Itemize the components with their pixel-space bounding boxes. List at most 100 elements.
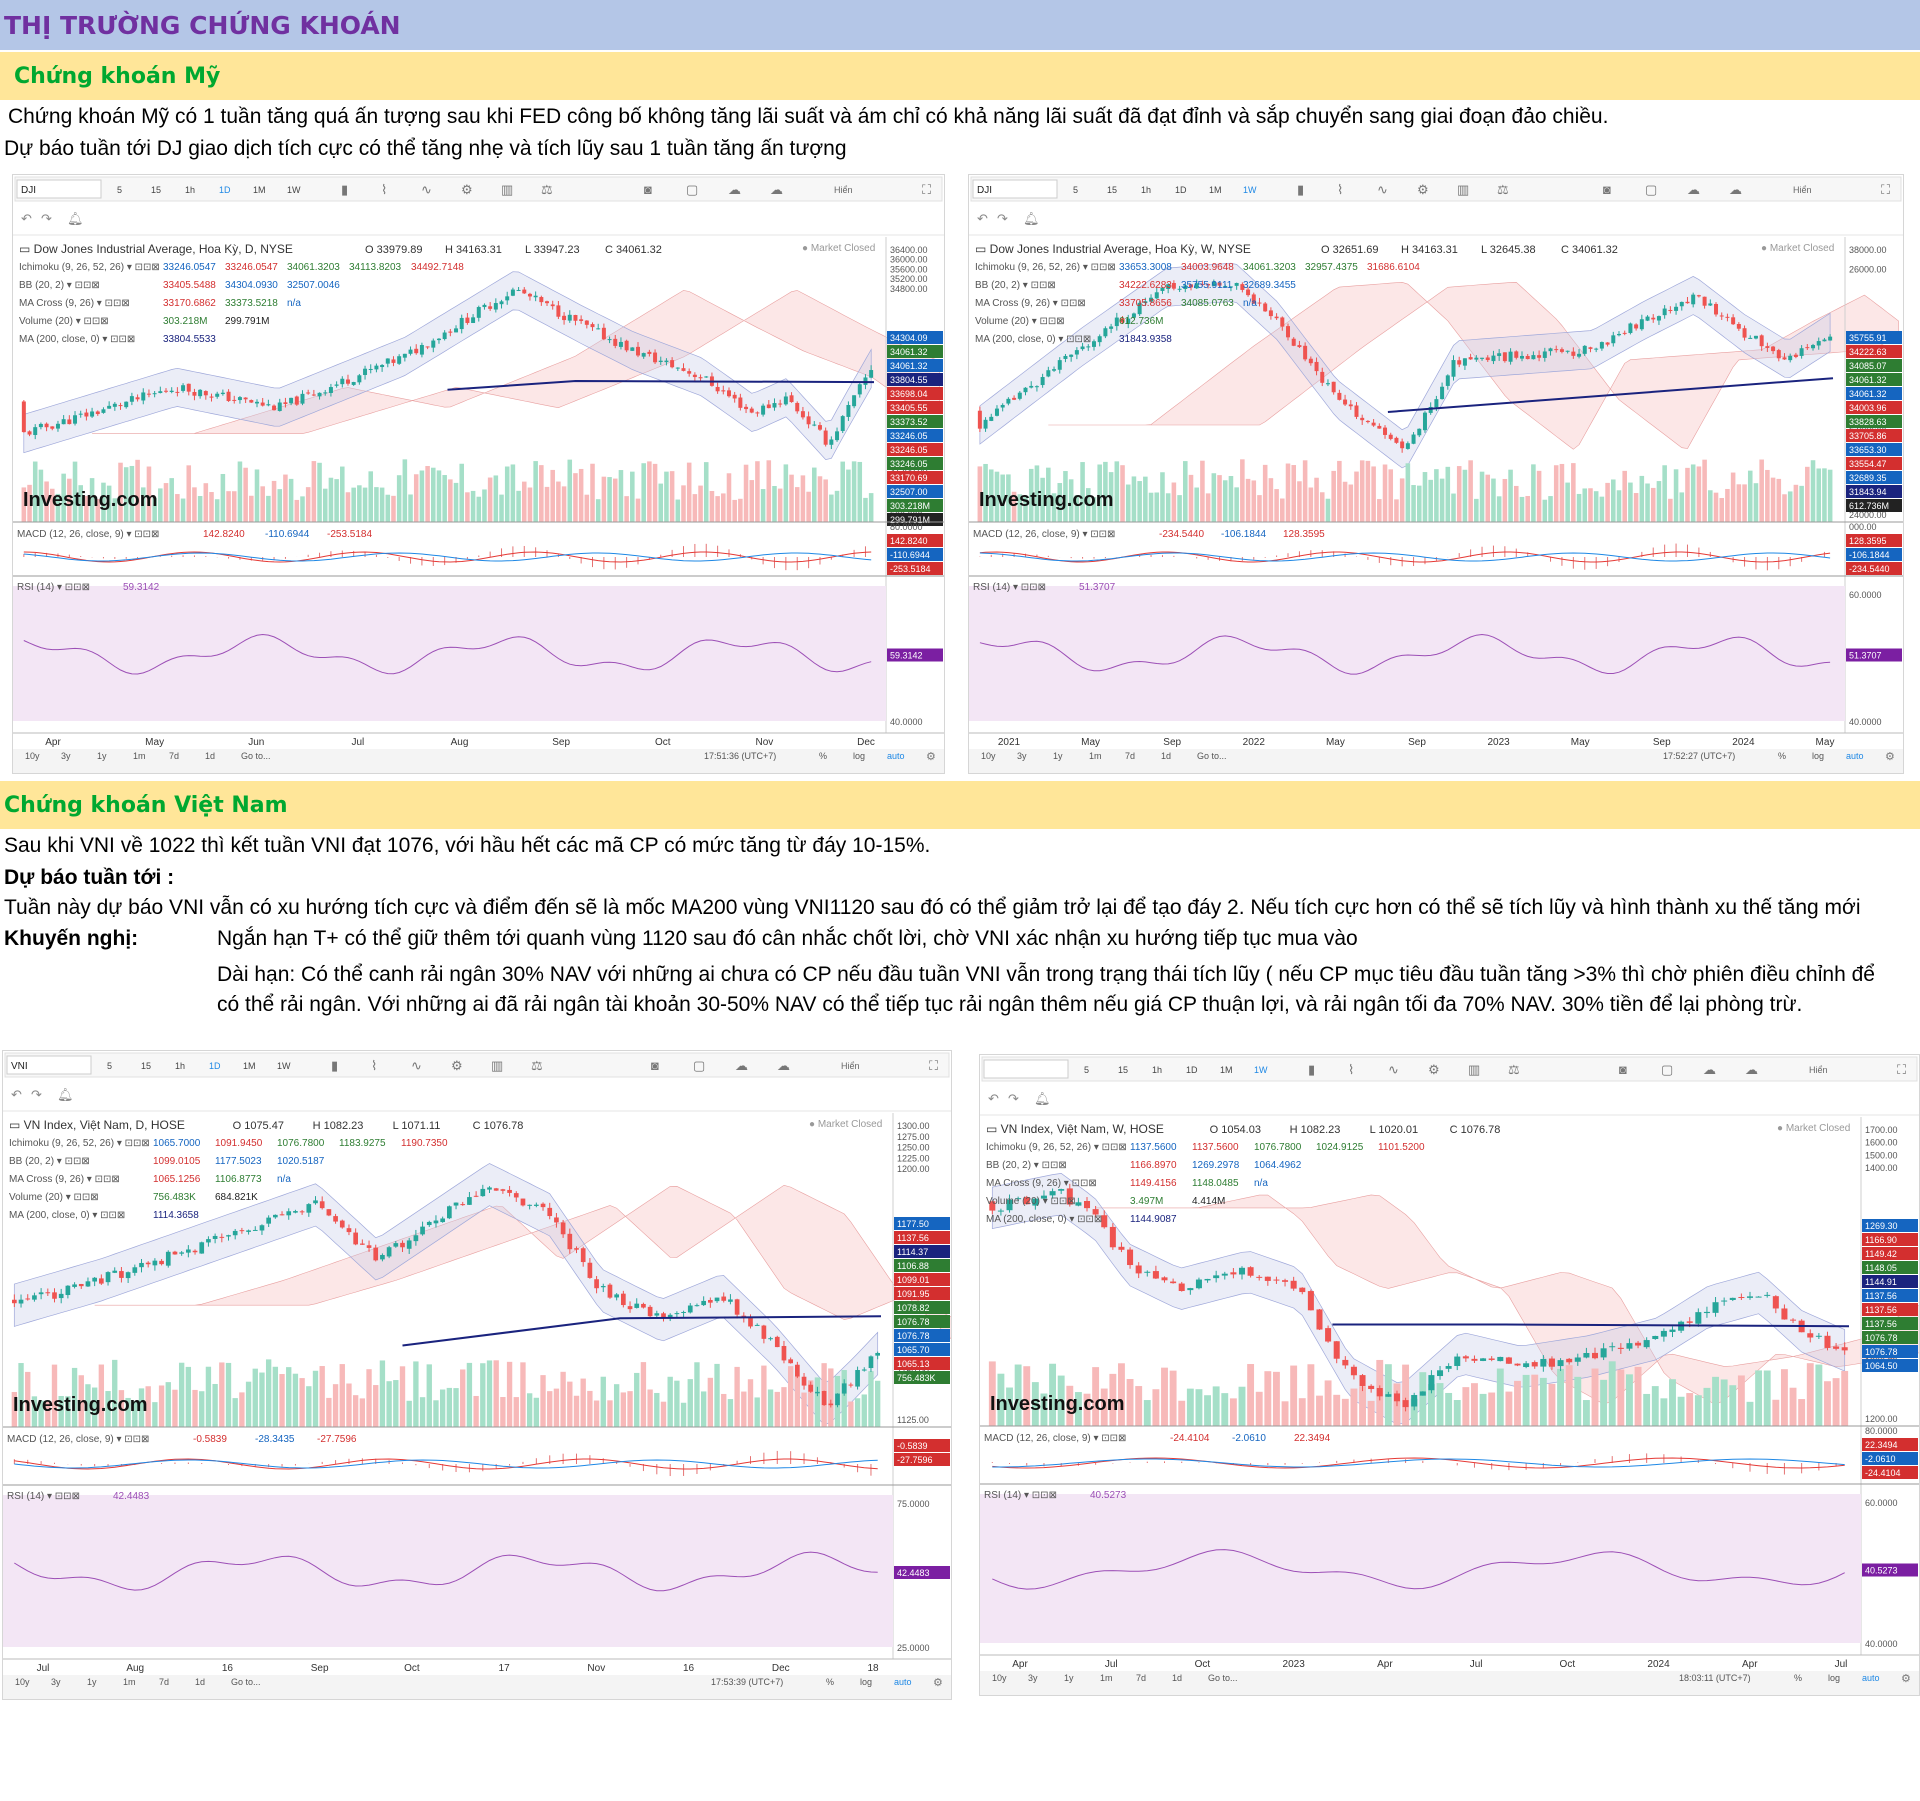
alert-bell-icon[interactable]: 🔔︎ [67, 211, 84, 226]
footer-toggle-%[interactable]: % [826, 1677, 834, 1687]
camera-icon[interactable]: ◙ [1619, 1062, 1627, 1077]
interval-button-1D[interactable]: 1D [209, 1061, 221, 1071]
chart-vni-daily[interactable]: VNI 5 15 1h 1D 1M 1W ▮ ⌇ ∿ ⚙ ▥ ⚖ ◙ ▢ ☁ ☁ Hiển ⛶ ↶ ↷ 🔔︎ ▭ VN In… [2, 1050, 952, 1700]
line-chart-icon[interactable]: ⌇ [1348, 1062, 1354, 1077]
chart-vni-weekly[interactable]: 5 15 1h 1D 1M 1W ▮ ⌇ ∿ ⚙ ▥ ⚖ ◙ ▢ ☁ ☁ Hiển ⛶ ↶ ↷ 🔔︎ ▭ VN Index… [979, 1054, 1920, 1696]
camera-icon[interactable]: ◙ [644, 182, 652, 197]
interval-button-1h[interactable]: 1h [1141, 185, 1151, 195]
chart-vni-weekly-svg[interactable]: 5 15 1h 1D 1M 1W ▮ ⌇ ∿ ⚙ ▥ ⚖ ◙ ▢ ☁ ☁ Hiển ⛶↶ ↷ 🔔︎▭ VN Index… [980, 1055, 1919, 1695]
interval-button-15[interactable]: 15 [151, 185, 161, 195]
layout-icon[interactable]: ▢ [686, 182, 698, 197]
cloud-upload-icon[interactable]: ☁ [770, 182, 783, 197]
line-chart-icon[interactable]: ⌇ [381, 182, 387, 197]
redo-icon[interactable]: ↷ [41, 211, 52, 226]
compare-icon[interactable]: ⚖ [541, 182, 553, 197]
redo-icon[interactable]: ↷ [31, 1087, 42, 1102]
interval-button-15[interactable]: 15 [1107, 185, 1117, 195]
chart-vni-daily-svg[interactable]: VNI 5 15 1h 1D 1M 1W ▮ ⌇ ∿ ⚙ ▥ ⚖ ◙ ▢ ☁ ☁ Hiển ⛶↶ ↷ 🔔︎▭ VN In… [3, 1051, 951, 1699]
range-button-7d[interactable]: 7d [1136, 1673, 1146, 1683]
symbol-input[interactable] [6, 1055, 92, 1075]
footer-toggle-%[interactable]: % [819, 751, 827, 761]
indicator-icon[interactable]: ∿ [1388, 1062, 1399, 1077]
redo-icon[interactable]: ↷ [997, 211, 1008, 226]
indicator-icon[interactable]: ∿ [411, 1058, 422, 1073]
interval-button-5[interactable]: 5 [107, 1061, 112, 1071]
interval-button-15[interactable]: 15 [141, 1061, 151, 1071]
alert-bell-icon[interactable]: 🔔︎ [57, 1087, 74, 1102]
chart-dji-weekly-svg[interactable]: DJI 5 15 1h 1D 1M 1W ▮ ⌇ ∿ ⚙ ▥ ⚖ ◙ ▢ ☁ ☁ Hiển ⛶↶ ↷ 🔔︎▭ Dow J… [969, 175, 1903, 773]
range-button-3y[interactable]: 3y [61, 751, 71, 761]
footer-toggle-log[interactable]: log [853, 751, 865, 761]
range-button-1d[interactable]: 1d [205, 751, 215, 761]
range-button-Go to...[interactable]: Go to... [1197, 751, 1227, 761]
language-button[interactable]: Hiển [1809, 1065, 1828, 1075]
footer-toggle-auto[interactable]: auto [894, 1677, 912, 1687]
undo-icon[interactable]: ↶ [11, 1087, 22, 1102]
candles-icon[interactable]: ▮ [1308, 1062, 1315, 1077]
cloud-upload-icon[interactable]: ☁ [1745, 1062, 1758, 1077]
symbol-input-text[interactable]: DJI [977, 185, 992, 196]
undo-icon[interactable]: ↶ [977, 211, 988, 226]
settings-gear-icon[interactable]: ⚙ [451, 1058, 463, 1073]
interval-button-1h[interactable]: 1h [175, 1061, 185, 1071]
footer-settings-icon[interactable]: ⚙ [1885, 751, 1895, 763]
symbol-input[interactable] [16, 179, 102, 199]
interval-button-1h[interactable]: 1h [1152, 1065, 1162, 1075]
symbol-input-text[interactable]: DJI [21, 185, 36, 196]
interval-button-1W[interactable]: 1W [277, 1061, 291, 1071]
interval-button-1W[interactable]: 1W [1254, 1065, 1268, 1075]
layout-icon[interactable]: ▢ [1661, 1062, 1673, 1077]
indicator-icon[interactable]: ∿ [421, 182, 432, 197]
bar-chart-icon[interactable]: ▥ [1468, 1062, 1480, 1077]
range-button-7d[interactable]: 7d [169, 751, 179, 761]
fullscreen-icon[interactable]: ⛶ [1896, 1062, 1907, 1077]
undo-icon[interactable]: ↶ [988, 1091, 999, 1106]
footer-toggle-%[interactable]: % [1778, 751, 1786, 761]
range-button-1y[interactable]: 1y [97, 751, 107, 761]
interval-button-5[interactable]: 5 [1084, 1065, 1089, 1075]
range-button-1m[interactable]: 1m [123, 1677, 136, 1687]
layout-icon[interactable]: ▢ [693, 1058, 705, 1073]
language-button[interactable]: Hiển [1793, 185, 1812, 195]
indicator-icon[interactable]: ∿ [1377, 182, 1388, 197]
compare-icon[interactable]: ⚖ [1497, 182, 1509, 197]
fullscreen-icon[interactable]: ⛶ [1880, 182, 1891, 197]
chart-dji-weekly[interactable]: DJI 5 15 1h 1D 1M 1W ▮ ⌇ ∿ ⚙ ▥ ⚖ ◙ ▢ ☁ ☁ Hiển ⛶ ↶ ↷ 🔔︎ ▭ Dow J… [968, 174, 1904, 774]
layout-icon[interactable]: ▢ [1645, 182, 1657, 197]
range-button-10y[interactable]: 10y [992, 1673, 1007, 1683]
language-button[interactable]: Hiển [841, 1061, 860, 1071]
footer-settings-icon[interactable]: ⚙ [926, 751, 936, 763]
range-button-1d[interactable]: 1d [1161, 751, 1171, 761]
range-button-3y[interactable]: 3y [1028, 1673, 1038, 1683]
line-chart-icon[interactable]: ⌇ [371, 1058, 377, 1073]
range-button-Go to...[interactable]: Go to... [1208, 1673, 1238, 1683]
compare-icon[interactable]: ⚖ [531, 1058, 543, 1073]
interval-button-1D[interactable]: 1D [219, 185, 231, 195]
fullscreen-icon[interactable]: ⛶ [921, 182, 932, 197]
chart-dji-daily[interactable]: DJI 5 15 1h 1D 1M 1W ▮ ⌇ ∿ ⚙ ▥ ⚖ ◙ ▢ ☁ ☁ Hiển ⛶ ↶ ↷ 🔔︎ ▭ Dow J… [12, 174, 945, 774]
range-button-10y[interactable]: 10y [15, 1677, 30, 1687]
range-button-1d[interactable]: 1d [195, 1677, 205, 1687]
bar-chart-icon[interactable]: ▥ [1457, 182, 1469, 197]
range-button-7d[interactable]: 7d [159, 1677, 169, 1687]
camera-icon[interactable]: ◙ [1603, 182, 1611, 197]
language-button[interactable]: Hiển [834, 185, 853, 195]
line-chart-icon[interactable]: ⌇ [1337, 182, 1343, 197]
alert-bell-icon[interactable]: 🔔︎ [1023, 211, 1040, 226]
candles-icon[interactable]: ▮ [1297, 182, 1304, 197]
compare-icon[interactable]: ⚖ [1508, 1062, 1520, 1077]
range-button-1m[interactable]: 1m [1100, 1673, 1113, 1683]
interval-button-1D[interactable]: 1D [1175, 185, 1187, 195]
bar-chart-icon[interactable]: ▥ [491, 1058, 503, 1073]
range-button-1m[interactable]: 1m [1089, 751, 1102, 761]
undo-icon[interactable]: ↶ [21, 211, 32, 226]
range-button-1m[interactable]: 1m [133, 751, 146, 761]
footer-toggle-log[interactable]: log [1828, 1673, 1840, 1683]
footer-settings-icon[interactable]: ⚙ [933, 1677, 943, 1689]
fullscreen-icon[interactable]: ⛶ [928, 1058, 939, 1073]
settings-gear-icon[interactable]: ⚙ [461, 182, 473, 197]
footer-settings-icon[interactable]: ⚙ [1901, 1673, 1911, 1685]
interval-button-1M[interactable]: 1M [253, 185, 266, 195]
camera-icon[interactable]: ◙ [651, 1058, 659, 1073]
interval-button-5[interactable]: 5 [117, 185, 122, 195]
